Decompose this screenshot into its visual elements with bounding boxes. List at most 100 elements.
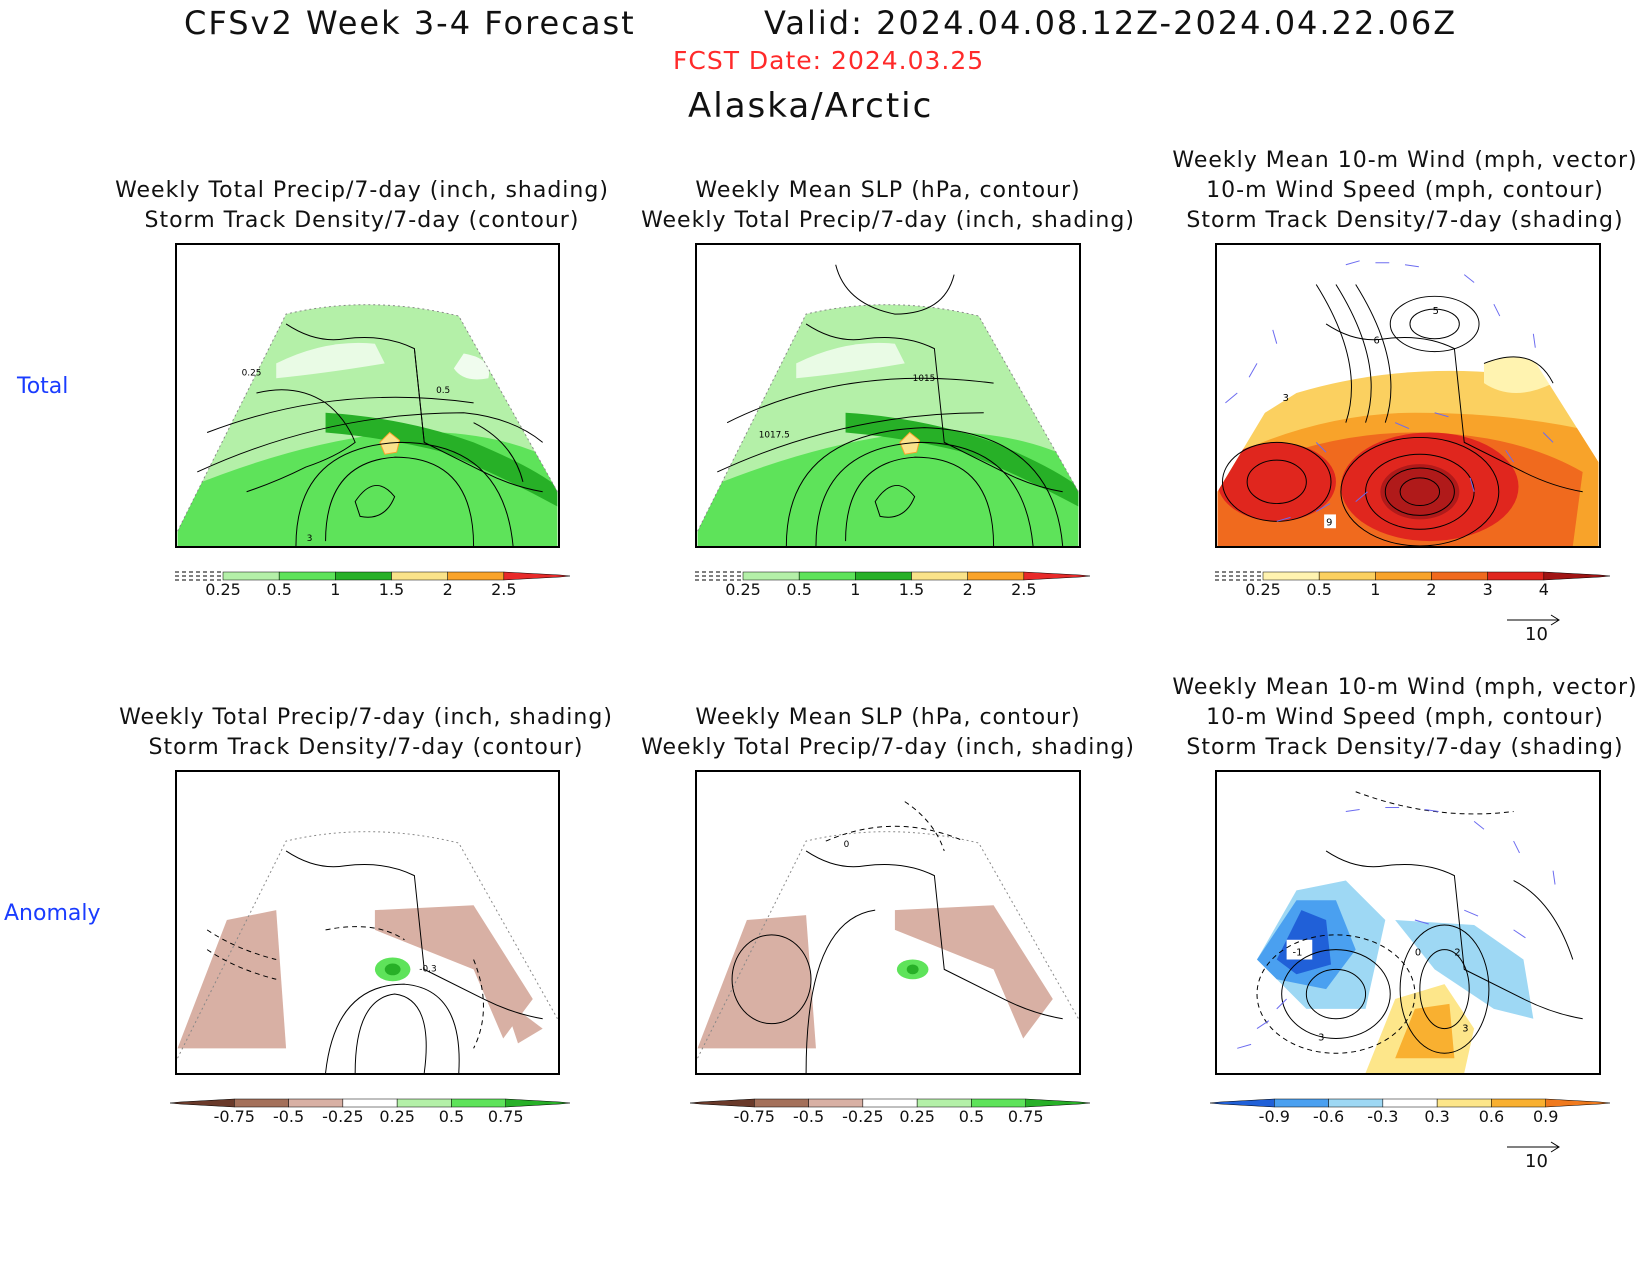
colorbar-tick-label: 0.9 <box>1532 1107 1559 1126</box>
contour-label: 0 <box>844 840 850 850</box>
title-line: Storm Track Density/7-day (contour) <box>148 735 584 760</box>
colorbar-tick-label: 1 <box>850 580 861 599</box>
colorbar-tick-label: 2 <box>1426 580 1437 599</box>
colorbar-tick-label: 0.25 <box>899 1107 935 1126</box>
colorbar-total-precip: 0.25 0.5 1 1.5 2 2.5 <box>175 570 570 604</box>
colorbar-segment <box>1328 1098 1384 1108</box>
map-canvas: 5 6 3 9 <box>1217 260 1599 546</box>
colorbar-tick-label: 0.25 <box>379 1107 415 1126</box>
map-anomaly-wind-track: -1 0 2 3 3 <box>1215 770 1601 1075</box>
panel-title-wind-track-total: Weekly Mean 10-m Wind (mph, vector) 10-m… <box>1162 146 1648 236</box>
colorbar-leadin <box>175 571 223 581</box>
colorbar-tick-label: 1 <box>330 580 341 599</box>
forecast-date: FCST Date: 2024.03.25 <box>673 46 985 75</box>
colorbar-tick-label: 0.5 <box>958 1107 985 1126</box>
colorbar-segment <box>862 1098 918 1108</box>
map-canvas: 0 <box>697 801 1079 1073</box>
contour-label: 6 <box>1373 336 1379 347</box>
colorbar-tick-label: 2.5 <box>491 580 517 599</box>
colorbar-tick-label: -0.5 <box>792 1107 825 1126</box>
map-canvas: -1 0 2 3 3 <box>1237 791 1583 1073</box>
colorbar-tick-label: -0.3 <box>1367 1107 1399 1126</box>
contour-label: 2 <box>1454 948 1460 959</box>
colorbar-segment <box>1545 1098 1610 1108</box>
colorbar-leadin <box>1215 571 1263 581</box>
colorbar-total-precip-2: 0.25 0.5 1 1.5 2 2.5 <box>695 570 1090 604</box>
title-line: Storm Track Density/7-day (contour) <box>144 208 580 233</box>
colorbar-anomaly-track: -0.9 -0.6 -0.3 0.3 0.6 0.9 <box>1210 1097 1610 1131</box>
contour-label: 9 <box>1326 517 1332 528</box>
colorbar-tick-label: 1.5 <box>898 580 925 599</box>
colorbar-segment <box>503 571 570 581</box>
colorbar-segment <box>447 571 505 581</box>
colorbar-segment <box>505 1098 570 1108</box>
colorbar-segment <box>451 1098 506 1108</box>
colorbar-segment <box>278 571 336 581</box>
reference-vector: 10 <box>1505 1139 1615 1179</box>
colorbar-tick-label: 2.5 <box>1011 580 1037 599</box>
contour-label: 0.5 <box>436 386 450 396</box>
title-line: Storm Track Density/7-day (shading) <box>1186 735 1624 760</box>
colorbar-tick-label: -0.75 <box>733 1107 775 1126</box>
reference-vector-label: 10 <box>1525 1151 1548 1172</box>
contour-label: 3 <box>1318 1032 1324 1043</box>
colorbar-segment <box>967 571 1025 581</box>
contour-label: -1 <box>1293 948 1303 959</box>
colorbar-segment <box>234 1098 289 1108</box>
colorbar-segment <box>808 1098 864 1108</box>
map-canvas: 1015 1017.5 <box>697 264 1079 546</box>
contour-label: 3 <box>1283 393 1289 404</box>
colorbar-segment <box>798 571 856 581</box>
colorbar-tick-label: 0.6 <box>1478 1107 1505 1126</box>
colorbar-tick-label: 0.25 <box>725 580 761 599</box>
chart-title: CFSv2 Week 3-4 Forecast <box>184 4 636 42</box>
colorbar-strip <box>1215 571 1610 581</box>
title-line: Weekly Mean 10-m Wind (mph, vector) <box>1172 675 1638 700</box>
row-label-anomaly: Anomaly <box>4 901 101 926</box>
map-total-precip-track: 0.25 0.5 3 <box>175 243 560 548</box>
colorbar-tick-label: 0.25 <box>205 580 241 599</box>
colorbar-segment <box>1382 1098 1438 1108</box>
colorbar-segment <box>1491 1098 1546 1108</box>
map-total-wind-track: 5 6 3 9 <box>1215 243 1601 548</box>
colorbar-tick-label: 2 <box>962 580 973 599</box>
colorbar-tick-label: -0.25 <box>322 1107 364 1126</box>
contour-label: 5 <box>1433 306 1439 317</box>
title-line: Weekly Mean SLP (hPa, contour) <box>695 705 1081 730</box>
colorbar-tick-label: 1 <box>1370 580 1381 599</box>
colorbar-tick-label: 1.5 <box>378 580 405 599</box>
colorbar-tick-label: 0.75 <box>487 1107 524 1126</box>
colorbar-leadin <box>695 571 743 581</box>
colorbar-tick-label: 3 <box>1482 580 1493 599</box>
region-title: Alaska/Arctic <box>688 86 934 126</box>
colorbar-segment <box>855 571 912 581</box>
map-canvas: 0.25 0.5 3 <box>177 304 558 546</box>
colorbar-strip <box>175 571 570 581</box>
colorbar-tick-label: -0.75 <box>213 1107 255 1126</box>
colorbar-strip <box>1210 1098 1610 1108</box>
colorbar-segment <box>911 571 968 581</box>
title-line: Weekly Total Precip/7-day (inch, shading… <box>641 735 1135 760</box>
title-line: 10-m Wind Speed (mph, contour) <box>1206 705 1604 730</box>
colorbar-segment <box>1210 1098 1275 1108</box>
map-anomaly-precip-track: -0.3 <box>175 770 560 1075</box>
colorbar-tick-label: 0.25 <box>1245 580 1281 599</box>
colorbar-segment <box>170 1098 235 1108</box>
title-line: Weekly Mean SLP (hPa, contour) <box>695 178 1081 203</box>
contour-label: 0.25 <box>242 368 262 378</box>
colorbar-segment <box>1318 571 1376 581</box>
contour-label: 3 <box>307 534 313 544</box>
colorbar-tick-label: 0.75 <box>1007 1107 1044 1126</box>
colorbar-total-track: 0.25 0.5 1 2 3 4 <box>1215 570 1610 604</box>
colorbar-segment <box>1487 571 1545 581</box>
valid-period: Valid: 2024.04.08.12Z-2024.04.22.06Z <box>764 4 1458 42</box>
colorbar-tick-label: 0.3 <box>1424 1107 1450 1126</box>
colorbar-strip <box>690 1098 1090 1108</box>
colorbar-tick-label: 0.5 <box>1306 580 1332 599</box>
colorbar-segment <box>391 571 448 581</box>
colorbar-tick-label: -0.9 <box>1258 1107 1290 1126</box>
colorbar-segment <box>335 571 392 581</box>
colorbar-tick-label: 2 <box>442 580 453 599</box>
colorbar-segment <box>396 1098 452 1108</box>
colorbar-segment <box>1274 1098 1329 1108</box>
